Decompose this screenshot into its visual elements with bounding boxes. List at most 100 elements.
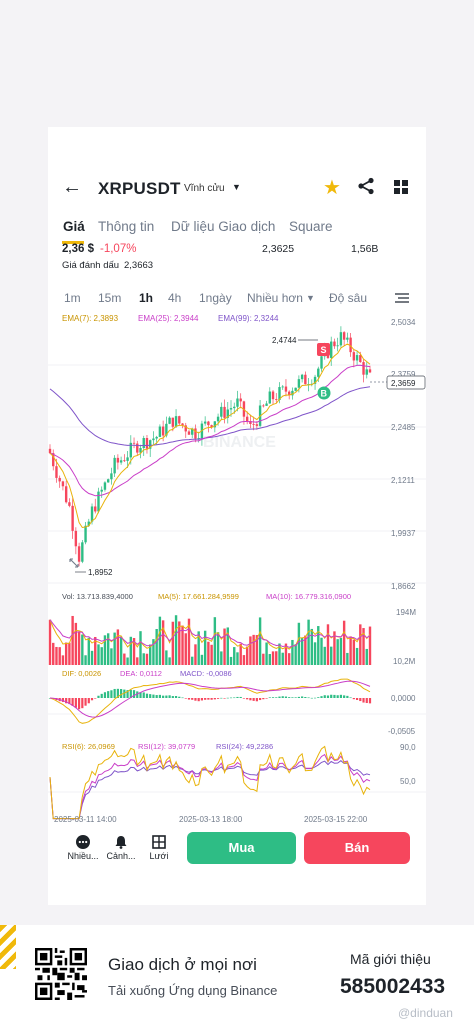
volume-bar <box>310 628 314 665</box>
macd-bar <box>103 692 107 698</box>
candle-body <box>87 521 90 526</box>
qr-code <box>35 948 87 1000</box>
candle-body <box>129 442 133 458</box>
sell-button[interactable]: Bán <box>304 832 410 864</box>
candle-body <box>64 486 68 503</box>
volume-bar <box>194 644 197 665</box>
macd-bar <box>362 698 365 703</box>
candle-body <box>271 391 275 400</box>
candle-body <box>320 356 323 369</box>
candle-body <box>100 489 103 492</box>
buy-signal-marker[interactable] <box>317 386 331 400</box>
candle-body <box>223 406 226 418</box>
volume-bar <box>297 622 301 665</box>
volume-bar <box>187 618 191 665</box>
tab-info[interactable]: Thông tin <box>98 219 155 234</box>
macd-bar <box>187 698 191 700</box>
timeframe-1h[interactable]: 1h <box>139 291 154 305</box>
macd-bar <box>288 697 291 698</box>
chevron-down-icon[interactable]: ▼ <box>306 293 315 303</box>
candlestick-chart[interactable]: BINANCE EMA(7): 2,3893 EMA(25): 2,3944 E… <box>48 309 426 824</box>
more-label: Nhiều... <box>67 851 99 861</box>
timeframe-1m[interactable]: 1m <box>64 291 81 305</box>
macd-bar <box>171 696 174 698</box>
macd-bar <box>191 698 194 700</box>
volume-bar <box>113 632 116 665</box>
layout-grid-icon[interactable] <box>394 180 408 194</box>
price-axis: 2,5034 2,3759 2,2485 2,1211 1,9937 1,866… <box>391 318 416 591</box>
macd-bar <box>278 696 281 698</box>
candle-body <box>152 438 155 441</box>
expand-icon[interactable] <box>69 558 79 568</box>
chevron-down-icon[interactable]: ▼ <box>232 182 241 192</box>
tab-trading-data[interactable]: Dữ liệu Giao dịch <box>171 219 276 234</box>
volume-bar <box>262 653 265 665</box>
candle-body <box>255 424 259 426</box>
timeframe-4h[interactable]: 4h <box>168 291 182 305</box>
candle-body <box>210 425 213 428</box>
macd-bar <box>139 692 142 698</box>
tab-square[interactable]: Square <box>289 219 333 234</box>
sell-signal-marker[interactable] <box>317 343 330 356</box>
depth-tab[interactable]: Độ sâu <box>329 291 368 305</box>
volume-bar <box>242 655 246 665</box>
volume-ma10-line <box>49 619 371 648</box>
favorite-star-icon[interactable]: ★ <box>323 177 341 199</box>
grid-trading-icon <box>152 835 166 849</box>
buy-signal-letter: B <box>321 389 328 399</box>
mark-price-value: 2,3663 <box>124 260 154 271</box>
timeframe-15m[interactable]: 15m <box>98 291 122 305</box>
macd-bar <box>297 696 300 698</box>
volume-bar <box>64 642 68 665</box>
volume-bar <box>252 634 255 665</box>
alert-label: Cảnh... <box>106 851 136 861</box>
back-arrow-icon[interactable]: ← <box>62 176 82 198</box>
volume-bar <box>184 633 187 665</box>
contract-type[interactable]: Vĩnh cửu <box>184 183 225 194</box>
timeframe-more[interactable]: Nhiều hơn <box>247 291 303 305</box>
volume-bar <box>278 643 281 665</box>
candle-body <box>236 398 239 407</box>
buy-button[interactable]: Mua <box>187 832 296 864</box>
candle-body <box>55 466 58 478</box>
chart-watermark: BINANCE <box>203 434 276 451</box>
volume-bar <box>161 620 165 665</box>
macd-bar <box>87 698 90 704</box>
volume-bar <box>268 654 271 665</box>
section-tabs: Giá Thông tin Dữ liệu Giao dịch Square <box>48 219 426 244</box>
more-button[interactable]: Nhiều... <box>64 835 102 861</box>
macd-bar <box>275 697 278 698</box>
candle-body <box>174 416 178 427</box>
volume-bar <box>333 631 336 665</box>
grid-trading-button[interactable]: Lưới <box>140 835 178 861</box>
rsi24-legend: RSI(24): 49,2286 <box>216 742 273 751</box>
candle-body <box>287 391 291 396</box>
candle-body <box>103 482 107 490</box>
volume-bar <box>245 646 249 665</box>
macd-bar <box>155 695 158 698</box>
candle-body <box>113 457 116 474</box>
volume-bar <box>359 624 362 665</box>
macd-bar <box>346 695 349 698</box>
candle-body <box>346 337 349 340</box>
volume-bar <box>100 647 103 665</box>
alert-button[interactable]: Cảnh... <box>102 835 140 861</box>
indicator-settings-icon[interactable] <box>395 292 409 304</box>
macd-bar <box>294 697 297 698</box>
candle-body <box>161 426 165 436</box>
timeframe-1day[interactable]: 1ngày <box>199 291 232 305</box>
pair-title[interactable]: XRPUSDT <box>98 179 181 198</box>
macd-bar <box>310 697 313 699</box>
macd-bar <box>174 696 178 698</box>
macd-bar <box>142 692 145 698</box>
macd-bar <box>81 698 84 709</box>
macd-bar <box>368 698 372 704</box>
rsi12-line <box>49 753 371 820</box>
volume-bar <box>149 644 152 665</box>
tab-price[interactable]: Giá <box>63 219 85 234</box>
candle-body <box>81 542 84 562</box>
volume-bar <box>236 652 239 665</box>
macd-bar <box>129 689 132 698</box>
share-icon[interactable] <box>357 177 375 195</box>
ema25-line <box>49 364 371 497</box>
